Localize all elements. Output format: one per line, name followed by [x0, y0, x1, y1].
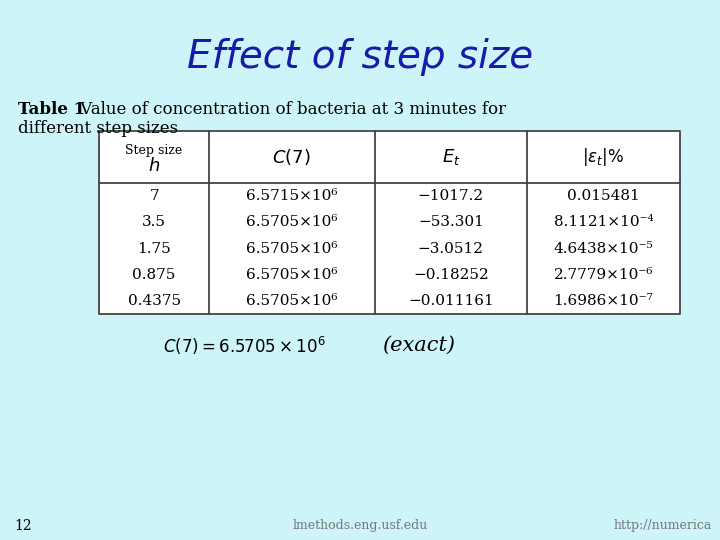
Text: 3.5: 3.5 — [142, 215, 166, 230]
Text: 4.6438×10⁻⁵: 4.6438×10⁻⁵ — [554, 242, 653, 255]
Text: 6.5715×10⁶: 6.5715×10⁶ — [246, 189, 338, 203]
Text: Value of concentration of bacteria at 3 minutes for: Value of concentration of bacteria at 3 … — [75, 100, 506, 118]
Text: lmethods.eng.usf.edu: lmethods.eng.usf.edu — [292, 519, 428, 532]
Bar — [99, 131, 680, 314]
Text: $h$: $h$ — [148, 157, 160, 175]
Text: (exact): (exact) — [382, 336, 454, 355]
Text: 0.015481: 0.015481 — [567, 189, 640, 203]
Text: −0.18252: −0.18252 — [413, 268, 489, 282]
Text: 2.7779×10⁻⁶: 2.7779×10⁻⁶ — [554, 268, 653, 282]
Text: 6.5705×10⁶: 6.5705×10⁶ — [246, 242, 338, 255]
Text: Table 1: Table 1 — [18, 100, 85, 118]
Text: $C(7)$: $C(7)$ — [272, 147, 311, 167]
Text: 6.5705×10⁶: 6.5705×10⁶ — [246, 215, 338, 230]
Text: −1017.2: −1017.2 — [418, 189, 484, 203]
Text: 12: 12 — [14, 519, 32, 533]
Text: 6.5705×10⁶: 6.5705×10⁶ — [246, 268, 338, 282]
Text: 6.5705×10⁶: 6.5705×10⁶ — [246, 294, 338, 308]
Text: 7: 7 — [149, 189, 159, 203]
Text: Step size: Step size — [125, 144, 183, 157]
Text: different step sizes: different step sizes — [18, 120, 178, 137]
Text: 8.1121×10⁻⁴: 8.1121×10⁻⁴ — [554, 215, 653, 230]
Text: 1.75: 1.75 — [138, 242, 171, 255]
Text: $E_t$: $E_t$ — [441, 147, 460, 167]
Text: 0.875: 0.875 — [132, 268, 176, 282]
Text: −53.301: −53.301 — [418, 215, 484, 230]
Text: $C(7) = 6.5705 \times 10^6$: $C(7) = 6.5705 \times 10^6$ — [163, 335, 326, 356]
Text: Effect of step size: Effect of step size — [187, 38, 533, 76]
Text: http://numerica: http://numerica — [613, 519, 712, 532]
Text: 0.4375: 0.4375 — [127, 294, 181, 308]
Text: 1.6986×10⁻⁷: 1.6986×10⁻⁷ — [554, 294, 653, 308]
Text: $|\epsilon_t|\%$: $|\epsilon_t|\%$ — [582, 146, 624, 168]
Text: −3.0512: −3.0512 — [418, 242, 484, 255]
Text: −0.011161: −0.011161 — [408, 294, 494, 308]
